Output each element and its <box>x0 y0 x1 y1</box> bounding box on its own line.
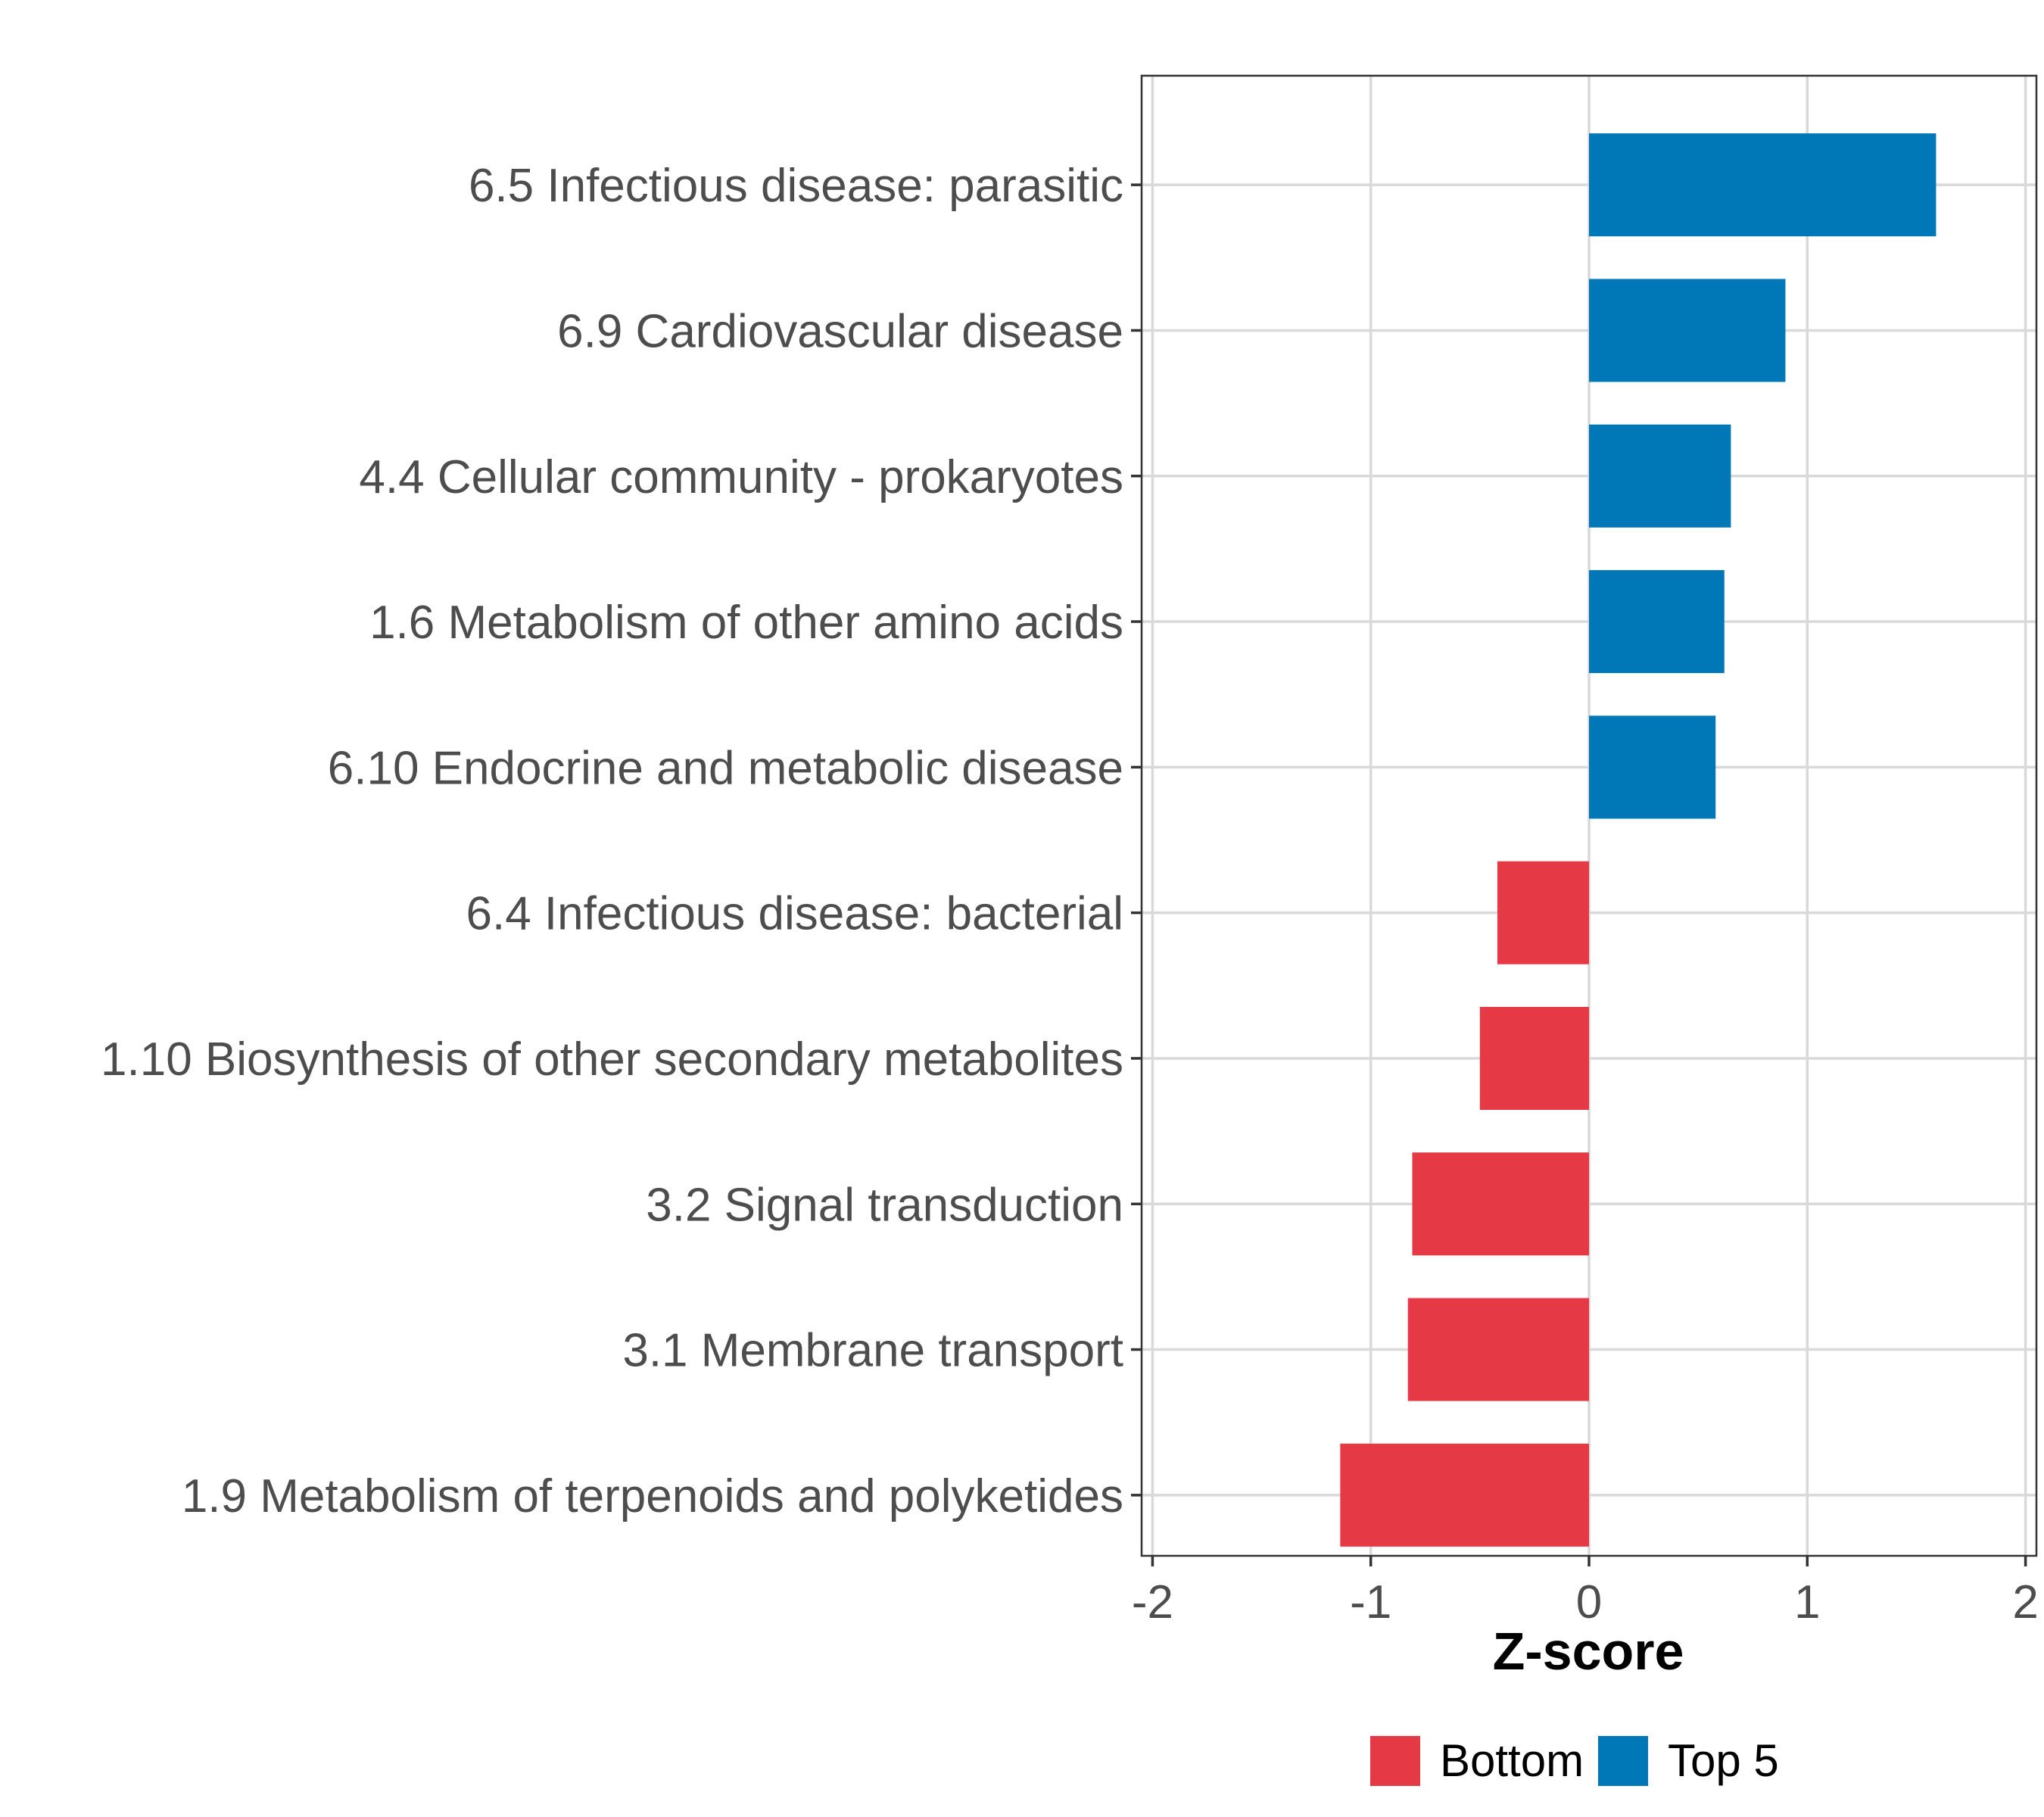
x-axis-title: Z-score <box>1493 1622 1684 1681</box>
category-label: 6.10 Endocrine and metabolic disease <box>328 742 1123 794</box>
bar-6-9-cardiovascular-disease <box>1589 279 1786 382</box>
category-label: 6.9 Cardiovascular disease <box>557 305 1123 357</box>
category-label: 1.6 Metabolism of other amino acids <box>369 597 1123 649</box>
category-label: 6.4 Infectious disease: bacterial <box>466 888 1123 940</box>
category-label: 6.5 Infectious disease: parasitic <box>469 160 1123 212</box>
bar-6-10-endocrine-and-metabolic-disease <box>1589 715 1716 819</box>
category-axis: 6.5 Infectious disease: parasitic 6.9 Car… <box>101 160 1142 1522</box>
x-tick-label: -2 <box>1132 1576 1173 1628</box>
bar-1-6-metabolism-of-other-amino-acids <box>1589 570 1725 674</box>
category-label: 1.10 Biosynthesis of other secondary met… <box>101 1033 1123 1086</box>
bars <box>1340 133 1937 1547</box>
bar-1-10-biosynthesis-of-other-secondary-metabolites <box>1479 1006 1589 1110</box>
legend-label-bottom5: Bottom 5 <box>1440 1735 1622 1786</box>
category-label: 3.2 Signal transduction <box>646 1179 1123 1231</box>
legend: Bottom 5 Top 5 <box>1370 1735 1779 1786</box>
legend-swatch-bottom5 <box>1370 1736 1420 1786</box>
bar-6-4-infectious-disease-bacterial <box>1497 861 1589 965</box>
bar-6-5-infectious-disease-parasitic <box>1589 133 1937 237</box>
category-label: 4.4 Cellular community - prokaryotes <box>359 451 1123 503</box>
category-label: 1.9 Metabolism of terpenoids and polyket… <box>182 1470 1123 1522</box>
bar-4-4-cellular-community-prokaryotes <box>1589 424 1731 528</box>
bar-3-1-membrane-transport <box>1407 1298 1589 1401</box>
bar-1-9-metabolism-of-terpenoids-and-polyketides <box>1340 1443 1589 1547</box>
legend-label-top5: Top 5 <box>1668 1735 1779 1786</box>
x-axis: -2 -1 0 1 2 <box>1132 1556 2039 1628</box>
x-tick-label: 2 <box>2012 1576 2038 1628</box>
x-tick-label: -1 <box>1350 1576 1391 1628</box>
x-tick-label: 1 <box>1794 1576 1820 1628</box>
category-label: 3.1 Membrane transport <box>622 1325 1123 1377</box>
bar-3-2-signal-transduction <box>1412 1152 1589 1256</box>
legend-swatch-top5 <box>1598 1736 1648 1786</box>
x-tick-label: 0 <box>1576 1576 1602 1628</box>
